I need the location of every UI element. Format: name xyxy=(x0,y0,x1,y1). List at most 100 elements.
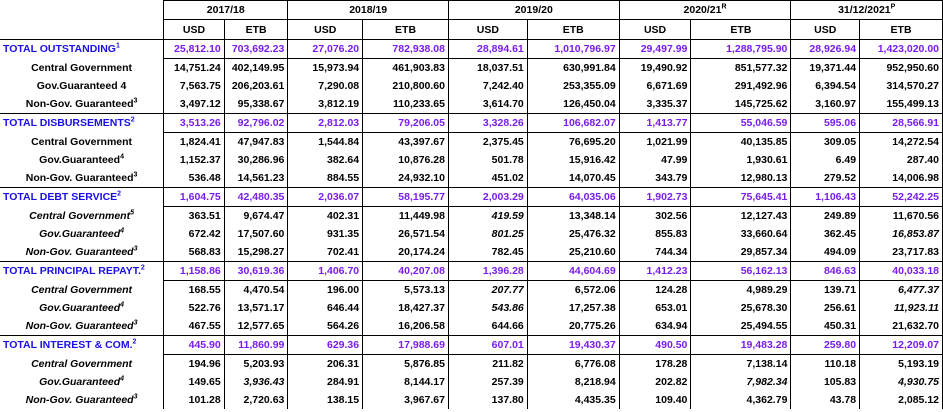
cell-value: 26,571.54 xyxy=(362,225,449,243)
cell-value: 851,577.32 xyxy=(690,58,792,77)
cell-value: 363.51 xyxy=(163,206,225,225)
cell-value: 14,751.24 xyxy=(163,58,225,77)
section-value: 28,926.94 xyxy=(790,39,861,59)
cell-value: 3,614.70 xyxy=(447,95,528,114)
section-row: TOTAL PRINCIPAL REPAYT.2 1,158.86 30,619.3… xyxy=(0,261,943,281)
cell-value: 8,144.17 xyxy=(362,373,449,391)
data-row: Non-Gov. Guaranteed3 467.55 12,577.65 564.2… xyxy=(0,317,943,336)
row-label-text: Central Government xyxy=(31,283,133,296)
cell-value: 2,720.63 xyxy=(223,391,289,409)
section-label: TOTAL PRINCIPAL REPAYT.2 xyxy=(0,261,165,281)
section-value: 1,396.28 xyxy=(447,261,528,281)
cell-value: 5,573.13 xyxy=(362,280,449,299)
data-row: Central Government 194.96 5,203.93 206.31 5,… xyxy=(0,354,943,373)
section-label: TOTAL OUTSTANDING1 xyxy=(0,39,165,59)
footnote-mark: 3 xyxy=(133,319,138,327)
cell-value: 25,494.55 xyxy=(690,317,792,336)
data-row: Gov.Guaranteed 4 7,563.75 206,203.61 7,290.… xyxy=(0,77,943,95)
cell-value: 461,903.83 xyxy=(362,58,449,77)
cell-value: 256.61 xyxy=(790,299,861,317)
cell-value: 634.94 xyxy=(618,317,692,336)
cell-value: 20,775.26 xyxy=(526,317,620,336)
cell-value: 3,160.97 xyxy=(790,95,861,114)
cell-value: 12,980.13 xyxy=(690,169,792,188)
section-value: 28,894.61 xyxy=(447,39,528,59)
cell-value: 253,355.09 xyxy=(526,77,620,95)
section-value: 40,207.08 xyxy=(362,261,449,281)
currency-header-usd: USD xyxy=(618,19,692,40)
section-row: TOTAL INTEREST & COM.2 445.90 11,860.99 629… xyxy=(0,335,943,355)
cell-value: 168.55 xyxy=(163,280,225,299)
cell-value: 568.83 xyxy=(163,243,225,262)
cell-value: 206.31 xyxy=(287,354,364,373)
currency-header-etb: ETB xyxy=(223,19,289,40)
currency-header-etb: ETB xyxy=(859,19,943,40)
cell-value: 13,571.17 xyxy=(223,299,289,317)
footnote-mark: 3 xyxy=(133,393,138,401)
row-label: Gov.Guaranteed4 xyxy=(0,151,165,169)
section-value: 92,796.02 xyxy=(223,113,289,133)
section-row: TOTAL OUTSTANDING1 25,812.10 703,692.23 27,… xyxy=(0,39,943,59)
year-label: 2018/19 xyxy=(349,4,388,16)
cell-value: 124.28 xyxy=(618,280,692,299)
cell-value: 5,876.85 xyxy=(362,354,449,373)
cell-value: 402,149.95 xyxy=(223,58,289,77)
cell-value: 95,338.67 xyxy=(223,95,289,114)
section-value: 1,106.43 xyxy=(790,187,861,207)
section-value: 40,033.18 xyxy=(859,261,943,281)
section-value: 2,003.29 xyxy=(447,187,528,207)
section-title: TOTAL OUTSTANDING xyxy=(3,43,116,56)
cell-value: 3,335.37 xyxy=(618,95,692,114)
section-title: TOTAL PRINCIPAL REPAYT. xyxy=(3,265,141,278)
cell-value: 33,660.64 xyxy=(690,225,792,243)
footnote-mark: 3 xyxy=(133,245,138,253)
section-value: 19,483.28 xyxy=(690,335,792,355)
row-label-text: Non-Gov. Guaranteed xyxy=(25,98,134,110)
cell-value: 6,477.37 xyxy=(859,280,943,299)
cell-value: 3,497.12 xyxy=(163,95,225,114)
section-value: 56,162.13 xyxy=(690,261,792,281)
cell-value: 6,776.08 xyxy=(526,354,620,373)
cell-value: 5,203.93 xyxy=(223,354,289,373)
cell-value: 210,800.60 xyxy=(362,77,449,95)
row-label: Central Government xyxy=(0,132,165,151)
cell-value: 12,127.43 xyxy=(690,206,792,225)
section-value: 75,645.41 xyxy=(690,187,792,207)
data-row: Gov.Guaranteed4 672.42 17,507.60 931.35 26,5… xyxy=(0,225,943,243)
section-value: 1,604.75 xyxy=(163,187,225,207)
section-value: 1,413.77 xyxy=(618,113,692,133)
cell-value: 7,290.08 xyxy=(287,77,364,95)
cell-value: 207.77 xyxy=(447,280,528,299)
cell-value: 14,272.54 xyxy=(859,132,943,151)
section-value: 1,288,795.90 xyxy=(690,39,792,59)
year-label: 31/12/2021 xyxy=(838,4,891,16)
section-value: 25,812.10 xyxy=(163,39,225,59)
section-value: 28,566.91 xyxy=(859,113,943,133)
section-value: 1,423,020.00 xyxy=(859,39,943,59)
cell-value: 1,021.99 xyxy=(618,132,692,151)
row-label: Gov.Guaranteed4 xyxy=(0,225,165,243)
cell-value: 501.78 xyxy=(447,151,528,169)
row-label-text: Gov.Guaranteed xyxy=(39,376,121,388)
cell-value: 343.79 xyxy=(618,169,692,188)
row-label: Non-Gov. Guaranteed3 xyxy=(0,243,165,262)
cell-value: 138.15 xyxy=(287,391,364,409)
cell-value: 13,348.14 xyxy=(526,206,620,225)
row-label: Central Government xyxy=(0,354,165,373)
header-blank-cell xyxy=(0,19,165,40)
cell-value: 178.28 xyxy=(618,354,692,373)
cell-value: 287.40 xyxy=(859,151,943,169)
cell-value: 43,397.67 xyxy=(362,132,449,151)
footnote-mark: 4 xyxy=(120,227,125,235)
cell-value: 4,470.54 xyxy=(223,280,289,299)
cell-value: 494.09 xyxy=(790,243,861,262)
data-row: Central Government 168.55 4,470.54 196.00 5,… xyxy=(0,280,943,299)
section-value: 12,209.07 xyxy=(859,335,943,355)
cell-value: 137.80 xyxy=(447,391,528,409)
cell-value: 702.41 xyxy=(287,243,364,262)
year-label: 2020/21 xyxy=(683,4,722,16)
cell-value: 126,450.04 xyxy=(526,95,620,114)
cell-value: 16,853.87 xyxy=(859,225,943,243)
